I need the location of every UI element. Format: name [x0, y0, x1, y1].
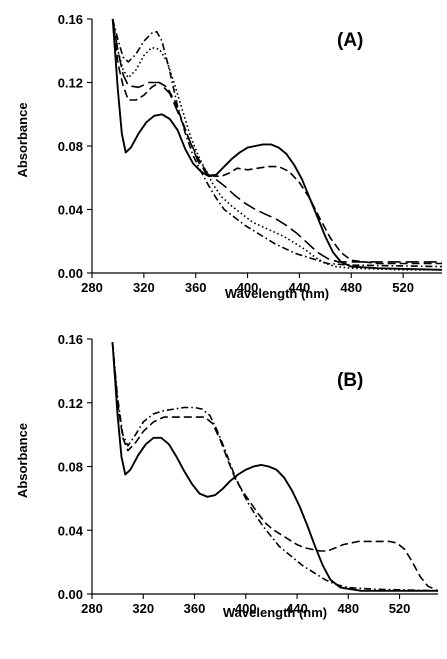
- chart-panel-2: 280 320 360 400 440 480 520 0.00 0.04 0.08 0.12 0.1…: [15, 332, 439, 620]
- y-tick-label: 0.08: [58, 139, 83, 154]
- x-tick-label: 360: [184, 601, 206, 616]
- panel-label: (A): [337, 30, 363, 51]
- x-tick-label: 480: [337, 601, 359, 616]
- y-tick-label: 0.16: [58, 12, 83, 27]
- x-tick-label: 400: [237, 280, 259, 295]
- series-line-dash-dot: [111, 18, 443, 268]
- series-line-dash-dot: [111, 342, 439, 592]
- series-line-solid: [111, 18, 443, 271]
- x-tick-label: 440: [289, 280, 311, 295]
- y-tick-label: 0.08: [58, 460, 83, 475]
- y-axis-title: Absorbance: [15, 423, 30, 498]
- y-tick-label: 0.00: [58, 266, 83, 281]
- y-tick-label: 0.04: [58, 203, 84, 218]
- series-line-dashed: [111, 342, 439, 592]
- x-axis-title: Wavelength (nm): [223, 605, 327, 620]
- y-tick-label: 0.16: [58, 332, 83, 347]
- series-line-long-dash: [111, 18, 442, 263]
- chart-panel-1: 280 320 360 400 440 480 520 0.00 0.04 0.08 0.12 0.1…: [15, 12, 443, 301]
- x-tick-label: 520: [389, 601, 411, 616]
- series-line-solid: [111, 342, 438, 592]
- series-line-dashed: [111, 18, 442, 265]
- x-tick-label: 520: [392, 280, 414, 295]
- x-tick-label: 480: [340, 280, 362, 295]
- x-tick-label: 280: [81, 280, 103, 295]
- y-tick-label: 0.12: [58, 76, 83, 91]
- panel-label: (B): [337, 370, 363, 391]
- x-tick-label: 280: [81, 601, 103, 616]
- y-tick-label: 0.04: [58, 523, 84, 538]
- y-tick-label: 0.00: [58, 587, 83, 602]
- x-axis-title: Wavelength (nm): [225, 286, 329, 301]
- x-tick-label: 360: [185, 280, 207, 295]
- x-tick-label: 320: [132, 601, 154, 616]
- x-tick-label: 440: [286, 601, 308, 616]
- series-line-dotted: [111, 18, 442, 271]
- x-tick-label: 320: [133, 280, 155, 295]
- x-tick-label: 400: [235, 601, 257, 616]
- y-axis-title: Absorbance: [15, 102, 30, 177]
- y-tick-label: 0.12: [58, 396, 83, 411]
